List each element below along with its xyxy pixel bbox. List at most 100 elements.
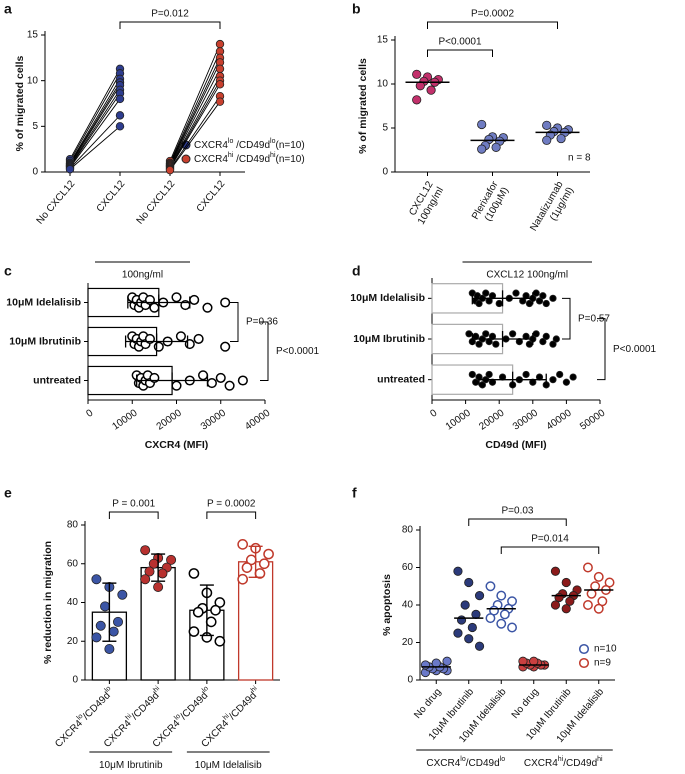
x-tick-label: 0 [84,407,95,419]
data-point [412,95,422,105]
pair-line [169,84,221,169]
data-point [554,592,564,603]
pair-line [69,125,121,170]
data-point [442,656,452,666]
group-label: 10μM Idelalisib [195,760,262,771]
text-part: hi [597,756,603,763]
x-axis-label: CD49d (MFI) [485,439,546,451]
data-point [215,97,225,106]
note: n = 8 [568,153,591,164]
legend-marker [181,154,191,164]
data-point [562,378,571,386]
data-point [157,568,168,579]
data-point [464,577,474,588]
data-point [583,562,593,573]
group-label: CXCR4hi/CD49dhi [524,756,603,769]
data-point [91,632,102,643]
text-part: /CD49d [233,140,270,151]
data-point [202,302,213,313]
y-tick-label: 0 [72,675,78,686]
group-label: 10μM Ibrutinib [99,760,163,771]
data-point [475,340,483,348]
p-value: P = 0.001 [112,499,155,510]
panel-label: d [352,263,361,279]
x-tick-label: 30000 [511,407,540,432]
data-point [496,590,507,601]
text-part: lo [201,685,210,694]
data-point [426,85,436,95]
text-part: CXCR4 [102,718,134,750]
text-part: /CD49d [178,690,210,722]
x-tick-label: CXCL12100ng/ml [405,179,446,226]
y-tick-label: 10μM Idelalisib [6,296,81,308]
significance-bracket [427,21,558,29]
data-point [192,606,204,618]
data-point [193,333,204,344]
pair-line [69,78,121,164]
text-part: /CD49d [81,690,113,722]
data-point [237,573,249,585]
x-tick-label: No drug [412,687,443,721]
group-label: CXCR4lo/CD49dlo [426,756,505,769]
pair-line [69,115,121,169]
data-point [491,142,501,152]
pair-line [69,82,121,165]
data-point [561,604,571,614]
data-point [149,302,160,313]
y-tick-label: 10μM Ibrutinib [353,333,425,345]
data-point [549,294,557,302]
x-tick-label: No CXCL12 [35,178,78,226]
data-point [115,94,125,104]
x-tick-label: CXCL12 [95,178,128,214]
text-part: lo [173,713,182,722]
data-point [117,589,128,600]
data-point [115,122,125,131]
data-point [165,165,175,175]
data-point [529,656,539,666]
y-tick-label: 80 [67,520,79,531]
p-value: P=0.03 [502,506,534,517]
p-value: P=0.014 [531,534,569,545]
data-point [153,582,164,593]
y-tick-label: untreated [377,373,425,385]
data-point [532,330,540,338]
text-part: /CD49d [233,154,270,165]
text-part: CXCR4 [524,758,558,769]
data-point [214,635,226,647]
significance-bracket [206,511,257,519]
x-axis-label: CXCR4 (MFI) [145,439,209,451]
data-point [91,574,102,585]
legend-label: CXCR4lo /CD49dlo(n=10) [194,138,305,151]
y-tick-label: 0 [407,675,413,686]
y-tick-label: 0 [382,167,388,178]
panel-label: a [4,1,12,17]
data-point [569,373,577,381]
data-point [477,119,487,130]
data-point [542,332,550,340]
x-tick-label: 10000 [444,407,473,432]
data-point [166,554,177,565]
significance-bracket [500,546,600,554]
text-part: /CD49d [130,690,162,722]
y-tick-label: 80 [402,525,414,536]
data-point [465,330,473,338]
x-tick-label: Natalizumab(1μg/ml) [528,179,576,239]
text-part: lo [500,756,506,763]
x-tick-label: CXCR4hi/CD49dhi [198,685,263,750]
x-tick-label: 40000 [545,407,574,432]
y-axis-label: % apoptosis [381,574,393,636]
data-point [215,80,225,89]
p-value: P<0.0001 [438,37,482,48]
data-point [549,340,557,348]
text-part: lo [460,756,466,763]
x-tick-label: CXCL12 [195,178,228,214]
data-point [171,292,182,303]
legend-label: CXCR4hi /CD49dhi(n=10) [194,152,305,165]
significance-bracket [108,511,159,519]
y-tick-label: 20 [67,636,79,647]
data-point [583,600,593,610]
data-point [144,566,155,577]
legend-marker [578,643,590,655]
y-tick-label: 10μM Ibrutinib [9,335,81,347]
